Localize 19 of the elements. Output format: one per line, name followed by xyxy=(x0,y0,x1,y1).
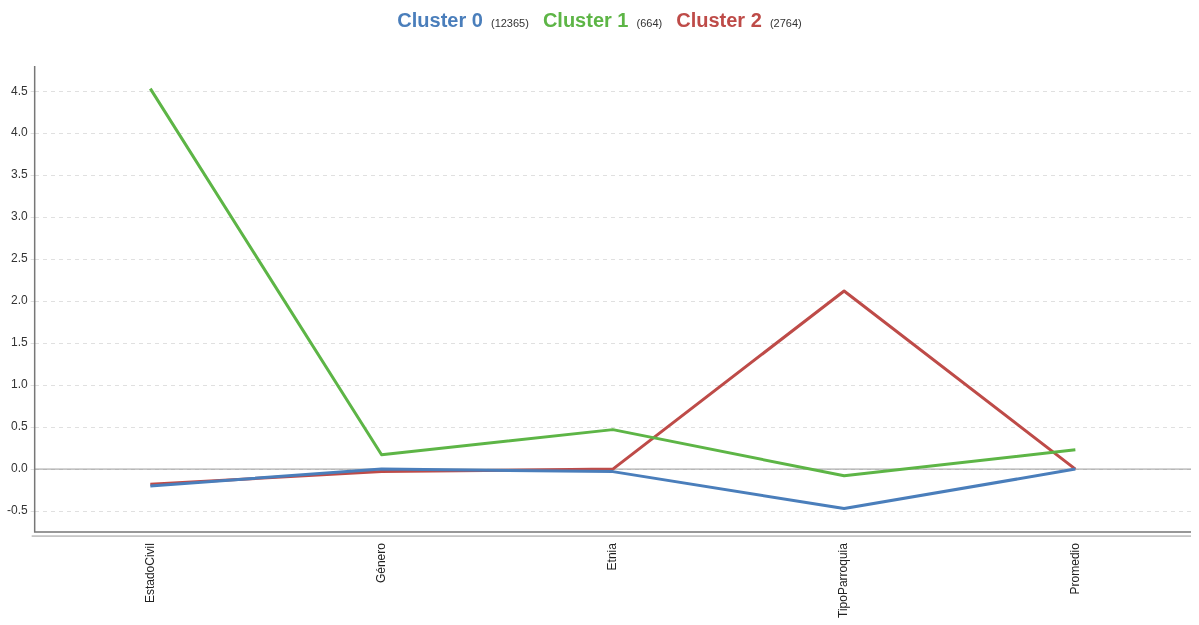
y-tick-label: 1.5 xyxy=(10,335,28,350)
y-tick-label: 1.0 xyxy=(10,377,28,392)
text: Cluster 1 (664) xyxy=(542,8,663,31)
y-tick-label: 2.5 xyxy=(10,251,28,266)
y-tick-label: 4.0 xyxy=(10,125,28,140)
x-tick-label: Promedio xyxy=(1067,542,1082,595)
x-tick-label: TipoParroquia xyxy=(836,542,851,619)
text: Cluster 2 (2764) xyxy=(676,8,802,31)
x-tick-label: Etnia xyxy=(605,542,620,571)
y-tick-label: 4.5 xyxy=(10,83,28,98)
y-tick-label: -0.5 xyxy=(6,503,28,518)
y-tick-label: 3.0 xyxy=(10,209,28,224)
y-tick-label: 2.0 xyxy=(10,293,28,308)
y-tick-label: 0.5 xyxy=(10,419,28,434)
text: Cluster 0 (12365) xyxy=(397,8,529,31)
y-tick-label: 0.0 xyxy=(10,461,28,476)
x-tick-label: Género xyxy=(373,542,388,584)
y-tick-label: 3.5 xyxy=(10,167,28,182)
x-tick-label: EstadoCivil xyxy=(142,543,157,604)
